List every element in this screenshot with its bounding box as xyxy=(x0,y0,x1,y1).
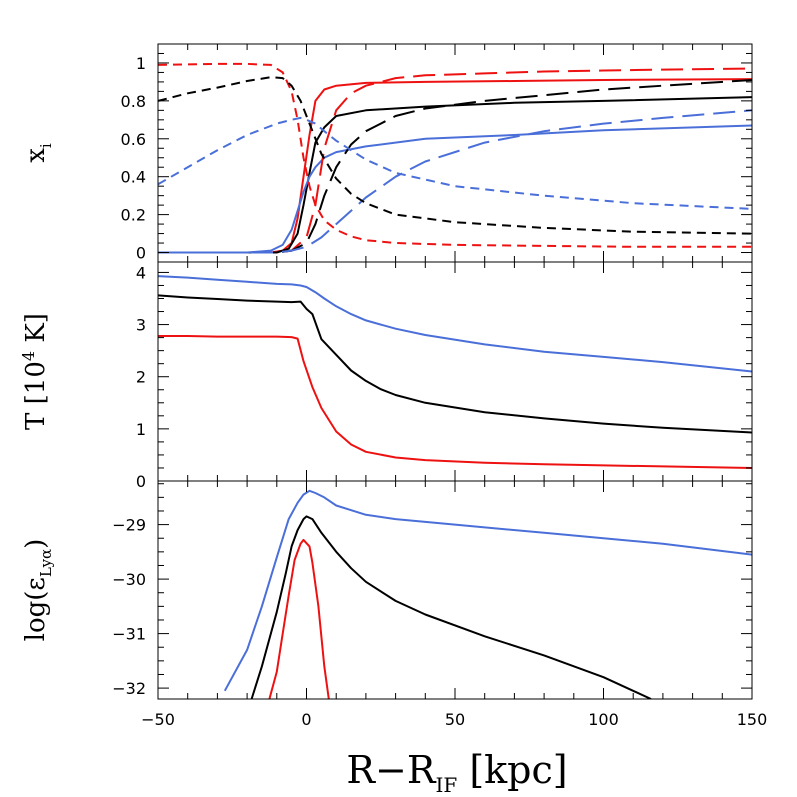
y-tick-label-bottom: −29 xyxy=(112,516,146,535)
series-line-top-8 xyxy=(158,116,752,210)
series-line-bottom-2 xyxy=(268,538,330,699)
y-tick-label-middle: 3 xyxy=(136,316,146,335)
series-line-middle-2 xyxy=(158,335,752,469)
axis-titles: xi T [104 K] log(εLyα) R−RIF [kpc] xyxy=(19,143,568,797)
y-axis-title-top: xi xyxy=(21,143,55,163)
series-line-bottom-1 xyxy=(250,515,652,699)
series-line-top-1 xyxy=(158,96,752,254)
series-line-top-3 xyxy=(158,67,752,254)
y-tick-label-top: 0 xyxy=(136,244,146,263)
panel-bottom: −32 −31 −30 −29 xyxy=(112,480,753,700)
series-line-top-2 xyxy=(158,124,752,254)
panels: 0 0.2 0.4 0.6 0.8 1 0 1 2 3 4 −32 −31 −30 −29 xyxy=(112,43,753,700)
y-tick-label-middle: 2 xyxy=(136,368,146,387)
series-group xyxy=(223,489,752,699)
x-tick-label: 150 xyxy=(737,710,768,729)
series-group xyxy=(158,62,752,254)
series-line-middle-1 xyxy=(158,294,752,434)
panel-top: 0 0.2 0.4 0.6 0.8 1 xyxy=(121,43,753,263)
y-tick-label-top: 0.8 xyxy=(121,92,146,111)
y-tick-label-top: 1 xyxy=(136,54,146,73)
y-tick-label-bottom: −30 xyxy=(112,570,146,589)
panel-middle: 0 1 2 3 4 xyxy=(136,261,753,491)
y-tick-label-top: 0.6 xyxy=(121,130,146,149)
y-axis-title-middle: T [104 K] xyxy=(19,313,51,430)
y-tick-label-bottom: −31 xyxy=(112,625,146,644)
series-group xyxy=(158,275,752,469)
series-line-top-7 xyxy=(158,76,752,235)
x-axis-labels: −50 0 50 100 150 xyxy=(141,710,767,729)
x-tick-label: 0 xyxy=(301,710,311,729)
panel-frame-bottom xyxy=(157,480,753,700)
y-tick-label-middle: 1 xyxy=(136,420,146,439)
y-tick-label-middle: 4 xyxy=(136,263,146,282)
series-line-top-4 xyxy=(158,79,752,254)
panel-frame-middle xyxy=(157,261,753,482)
series-line-middle-0 xyxy=(158,275,752,373)
y-tick-label-top: 0.2 xyxy=(121,206,146,225)
series-line-top-6 xyxy=(158,62,752,248)
series-line-top-5 xyxy=(158,109,752,254)
x-tick-label: 50 xyxy=(445,710,465,729)
y-tick-label-top: 0.4 xyxy=(121,168,146,187)
x-tick-label: −50 xyxy=(141,710,175,729)
y-tick-label-bottom: −32 xyxy=(112,679,146,698)
y-tick-label-middle: 0 xyxy=(136,472,146,491)
x-tick-label: 100 xyxy=(588,710,619,729)
series-line-bottom-0 xyxy=(223,489,752,692)
x-axis-title: R−RIF [kpc] xyxy=(346,748,567,797)
y-axis-title-bottom: log(εLyα) xyxy=(21,539,55,642)
